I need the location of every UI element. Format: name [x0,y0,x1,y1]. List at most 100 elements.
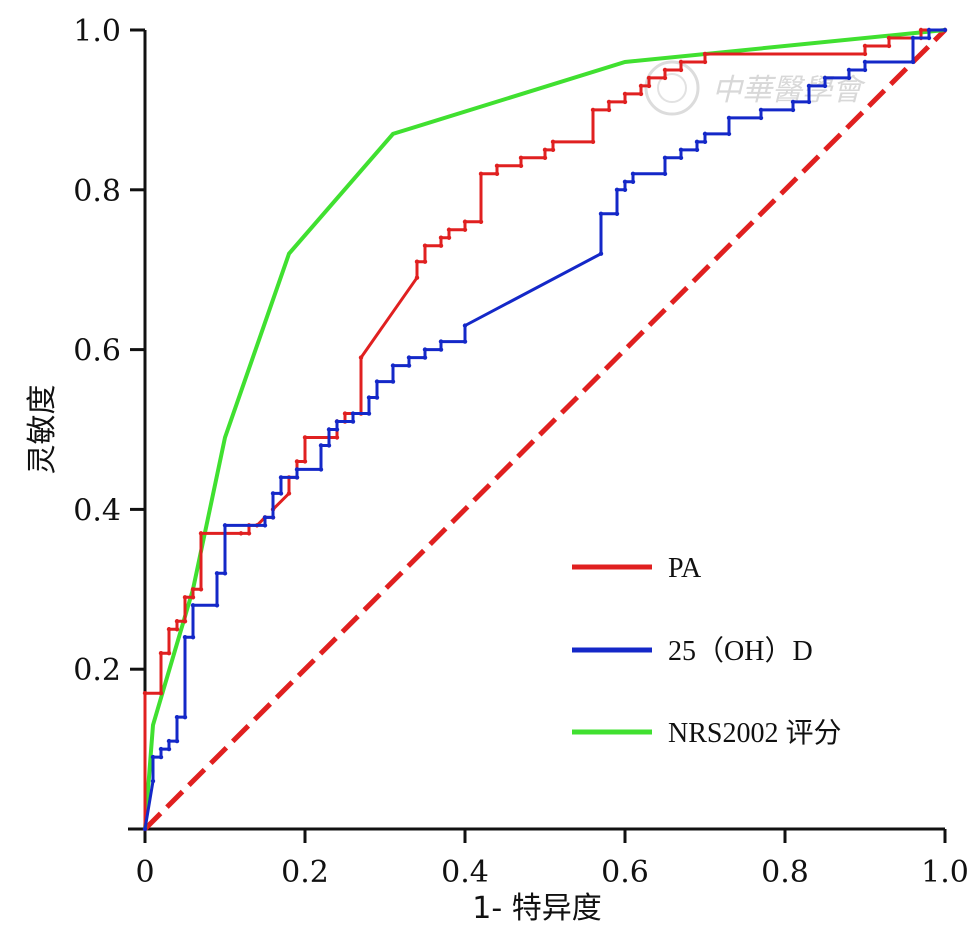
x-tick-label: 1.0 [921,855,969,890]
data-point [822,83,828,89]
legend-item-pa: PA [668,553,702,584]
data-point [926,27,932,33]
data-point [638,83,644,89]
data-point [334,419,340,424]
data-point [494,171,500,177]
data-point [214,571,220,576]
data-point [694,139,700,145]
data-point [446,227,452,232]
data-point [862,67,868,73]
data-point [550,147,556,153]
data-point [678,155,684,161]
data-point [166,651,172,656]
data-point [406,363,412,368]
data-point [278,491,284,496]
axes: 0 0.2 0.4 0.6 0.8 1.0 0.2 0.4 0.6 0.8 1.0 1- 特异度 灵敏度 [25,14,969,926]
data-point [190,587,196,592]
data-point [390,379,396,384]
plot-area [142,27,948,832]
data-point [590,139,596,145]
data-point [222,571,228,576]
data-point [270,491,276,496]
legend: PA 25（OH）D NRS2002 评分 [572,553,841,749]
nrs2002-roc-line [143,28,946,830]
data-point [302,435,308,440]
data-point [846,75,852,81]
data-point [702,131,708,137]
data-point [678,59,684,65]
legend-item-25ohd: 25（OH）D [668,635,813,667]
data-point [406,355,412,360]
data-point [358,355,364,360]
data-point [294,475,300,480]
y-tick-label: 0.2 [73,653,121,688]
x-tick-label: 0.2 [281,855,329,890]
data-point [198,531,204,536]
data-point [662,75,668,81]
data-point [422,259,428,264]
data-point [182,714,188,720]
data-point [158,690,164,696]
y-tick-label: 0.6 [73,334,121,369]
data-point [182,635,188,640]
data-point [862,43,868,49]
y-tick-label: 1.0 [73,14,121,49]
data-point [190,595,196,600]
data-point [246,531,252,536]
data-point [862,59,868,65]
data-point [542,147,548,153]
data-point [462,219,468,224]
reference-diagonal-line [143,28,947,831]
data-point [646,75,652,81]
data-point [886,35,892,41]
data-point [518,155,524,161]
data-point [190,603,196,608]
data-point [326,443,332,448]
x-tick-label: 0.8 [761,855,809,890]
data-point [886,43,892,49]
data-point [606,99,612,105]
data-point [198,587,204,592]
data-point [270,515,276,520]
data-point [918,27,924,33]
data-point [550,139,556,145]
data-point [822,75,828,81]
legend-item-nrs2002: NRS2002 评分 [668,718,841,749]
data-point [726,115,732,121]
data-point [694,147,700,153]
data-point [758,107,764,113]
data-point [702,59,708,65]
data-point [622,179,628,185]
data-point [142,826,148,832]
data-point [806,83,812,89]
data-point [542,155,548,161]
data-point [678,67,684,73]
data-point [846,67,852,73]
data-point [190,635,196,640]
data-point [646,83,652,89]
data-point [222,523,228,528]
data-point [166,627,172,632]
data-point [334,435,340,440]
data-point [158,746,164,752]
data-point [494,163,500,169]
data-point [182,619,188,624]
data-point [334,427,340,432]
data-point [150,754,156,760]
data-point [758,115,764,121]
data-point [606,107,612,113]
data-point [598,211,604,216]
data-point [598,251,604,256]
data-point [238,531,244,536]
data-point [910,59,916,65]
data-point [174,627,180,632]
data-point [294,459,300,464]
data-point [318,443,324,448]
data-point [662,171,668,177]
data-point [342,411,348,416]
data-point [726,131,732,137]
data-point [150,778,156,784]
data-point [446,235,452,240]
data-point [438,347,444,352]
